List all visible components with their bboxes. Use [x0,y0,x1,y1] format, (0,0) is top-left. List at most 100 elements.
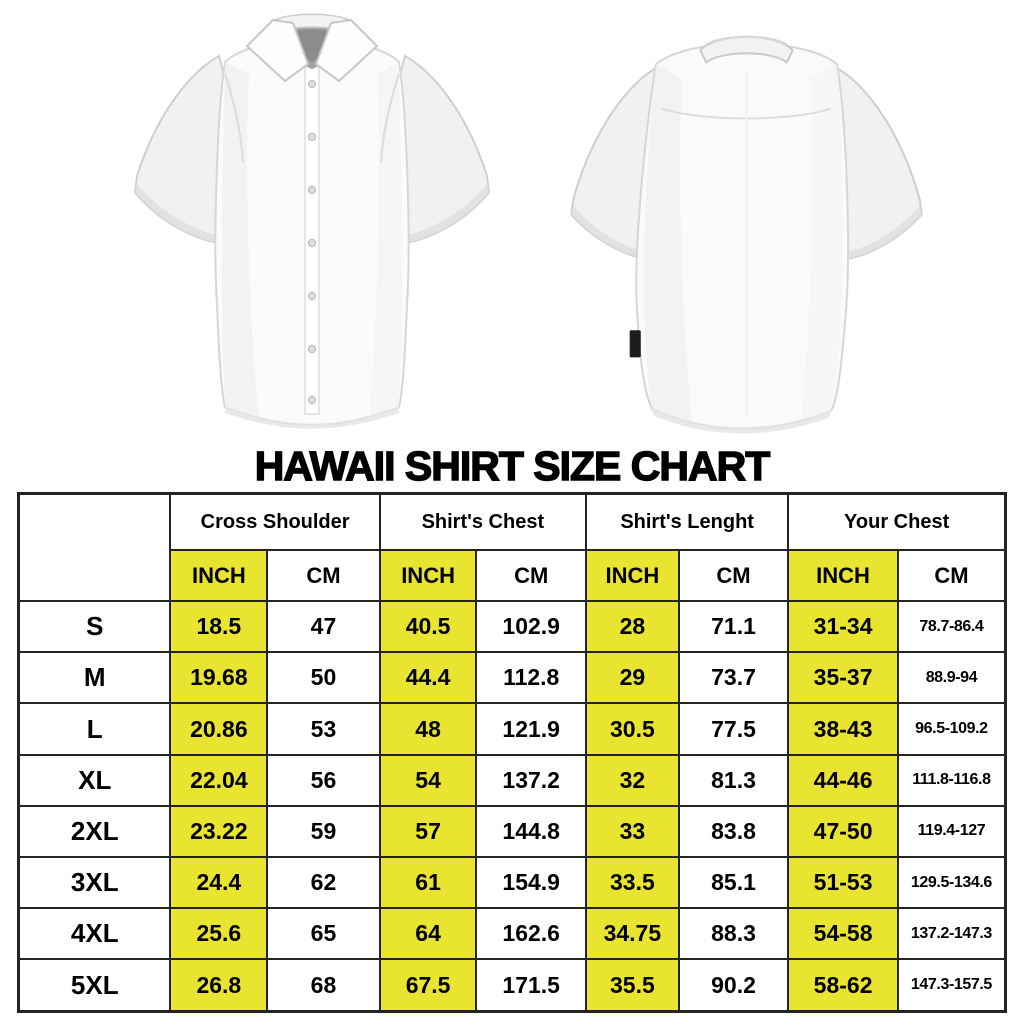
corner-cell [17,492,172,602]
page-title: HAWAII SHIRT SIZE CHART [254,442,771,489]
inch-value-cell: 25.6 [169,907,269,961]
inch-value-cell: 29 [584,651,680,705]
inch-value-cell: 22.04 [169,753,269,807]
cm-value-cell: 137.2 [475,753,587,807]
inch-value-cell: 23.22 [169,804,269,859]
back-shirt-collar [698,35,795,64]
unit-header-cm: CM [896,549,1007,602]
table-row-3xl: 3XL 24.4 62 61 154.9 33.5 85.1 51-53 129.5-134.6 [17,856,1007,910]
front-shirt-collar [245,13,379,83]
inch-value-cell: 31-34 [787,599,899,654]
cm-value-cell: 53 [266,702,381,756]
cm-value-cell: 111.8-116.8 [896,753,1007,807]
column-group-cross-shoulder: Cross Shoulder [169,492,381,551]
cm-value-cell: 56 [266,753,381,807]
inch-value-cell: 32 [584,753,680,807]
inch-value-cell: 51-53 [787,856,899,910]
front-shirt-image [133,13,491,429]
unit-header-inch: INCH [584,549,680,602]
cm-value-cell: 83.8 [677,804,790,859]
table-row-xl: XL 22.04 56 54 137.2 32 81.3 44-46 111.8-116.8 [17,753,1007,807]
size-label: 2XL [17,804,172,859]
back-shirt-body [629,42,849,434]
size-label: 5XL [17,958,172,1013]
cm-value-cell: 73.7 [677,651,790,705]
inch-value-cell: 30.5 [584,702,680,756]
inch-value-cell: 38-43 [787,702,899,756]
inch-value-cell: 28 [584,599,680,654]
cm-value-cell: 88.3 [677,907,790,961]
table-row-2xl: 2XL 23.22 59 57 144.8 33 83.8 47-50 119.4-127 [17,804,1007,859]
inch-value-cell: 54-58 [787,907,899,961]
inch-value-cell: 35-37 [787,651,899,705]
inch-value-cell: 35.5 [584,958,680,1013]
table-row-5xl: 5XL 26.8 68 67.5 171.5 35.5 90.2 58-62 147.3-157… [17,958,1007,1013]
inch-value-cell: 34.75 [584,907,680,961]
cm-value-cell: 144.8 [475,804,587,859]
cm-value-cell: 68 [266,958,381,1013]
cm-value-cell: 85.1 [677,856,790,910]
cm-value-cell: 65 [266,907,381,961]
cm-value-cell: 154.9 [475,856,587,910]
inch-value-cell: 24.4 [169,856,269,910]
inch-value-cell: 33.5 [584,856,680,910]
cm-value-cell: 71.1 [677,599,790,654]
size-label: XL [17,753,172,807]
cm-value-cell: 102.9 [475,599,587,654]
shirt-buttons [307,79,317,405]
cm-value-cell: 78.7-86.4 [896,599,1007,654]
table-row-s: S 18.5 47 40.5 102.9 28 71.1 31-34 78.7-86.4 [17,599,1007,654]
cm-value-cell: 81.3 [677,753,790,807]
unit-header-cm: CM [475,549,587,602]
column-group-shirts-lenght: Shirt's Lenght [584,492,790,551]
table-row-l: L 20.86 53 48 121.9 30.5 77.5 38-43 96.5-109.2 [17,702,1007,756]
inch-value-cell: 57 [378,804,478,859]
inch-value-cell: 67.5 [378,958,478,1013]
inch-value-cell: 33 [584,804,680,859]
group-header-row: Cross Shoulder Shirt's Chest Shirt's Len… [17,492,1007,602]
unit-header-row: INCH CM INCH CM INCH CM INCH CM [19,549,1007,602]
unit-header-cm: CM [677,549,790,602]
unit-header-inch: INCH [378,549,478,602]
table-row-m: M 19.68 50 44.4 112.8 29 73.7 35-37 88.9-94 [17,651,1007,705]
inch-value-cell: 18.5 [169,599,269,654]
unit-header-inch: INCH [169,549,269,602]
inch-value-cell: 44.4 [378,651,478,705]
inch-value-cell: 54 [378,753,478,807]
unit-header-cm: CM [266,549,381,602]
inch-value-cell: 61 [378,856,478,910]
cm-value-cell: 171.5 [475,958,587,1013]
size-label: M [17,651,172,705]
size-label: 3XL [17,856,172,910]
inch-value-cell: 19.68 [169,651,269,705]
cm-value-cell: 62 [266,856,381,910]
cm-value-cell: 50 [266,651,381,705]
cm-value-cell: 121.9 [475,702,587,756]
size-chart-table: Cross Shoulder Shirt's Chest Shirt's Len… [17,492,1007,1013]
size-label: L [17,702,172,756]
cm-value-cell: 147.3-157.5 [896,958,1007,1013]
inch-value-cell: 26.8 [169,958,269,1013]
column-group-your-chest: Your Chest [787,492,1007,551]
cm-value-cell: 112.8 [475,651,587,705]
back-shirt-image [570,35,923,434]
cm-value-cell: 96.5-109.2 [896,702,1007,756]
inch-value-cell: 40.5 [378,599,478,654]
size-chart-body: S 18.5 47 40.5 102.9 28 71.1 31-34 78.7-86.4 M 19.… [17,599,1007,1013]
cm-value-cell: 88.9-94 [896,651,1007,705]
unit-header-inch: INCH [787,549,899,602]
cm-value-cell: 119.4-127 [896,804,1007,859]
front-shirt-placket [304,61,320,415]
size-label: S [17,599,172,654]
inch-value-cell: 48 [378,702,478,756]
cm-value-cell: 59 [266,804,381,859]
column-group-shirts-chest: Shirt's Chest [378,492,587,551]
cm-value-cell: 47 [266,599,381,654]
table-row-4xl: 4XL 25.6 65 64 162.6 34.75 88.3 54-58 137.2-147.… [17,907,1007,961]
cm-value-cell: 90.2 [677,958,790,1013]
inch-value-cell: 64 [378,907,478,961]
cm-value-cell: 137.2-147.3 [896,907,1007,961]
inch-value-cell: 47-50 [787,804,899,859]
size-label: 4XL [17,907,172,961]
